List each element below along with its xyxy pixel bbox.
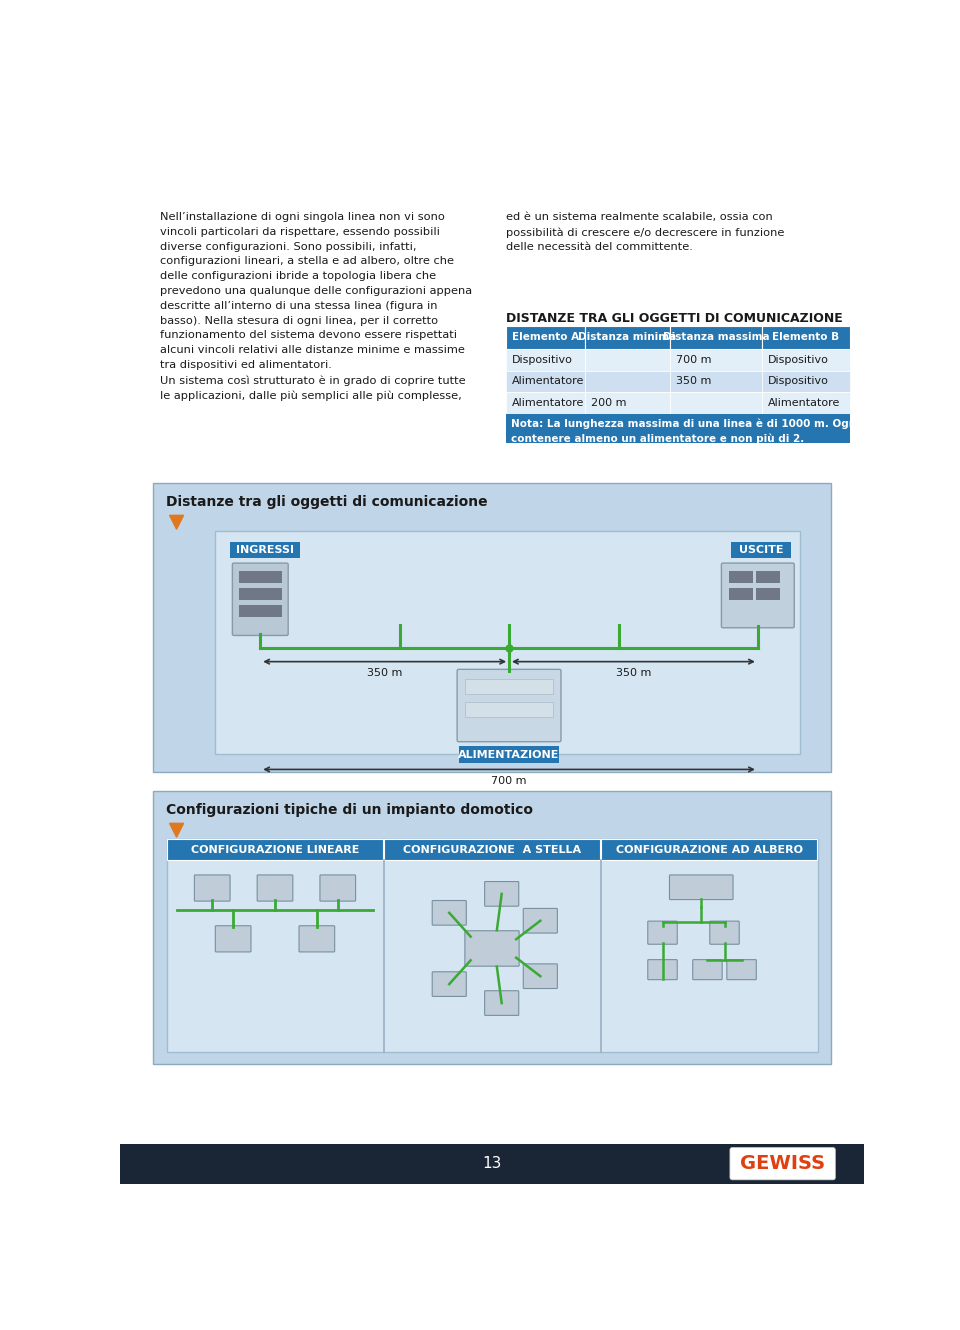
FancyBboxPatch shape: [523, 964, 558, 988]
Polygon shape: [170, 823, 183, 837]
Text: Nota: La lunghezza massima di una linea è di 1000 m. Ogni linea deve
contenere a: Nota: La lunghezza massima di una linea …: [512, 419, 924, 444]
Text: Distanze tra gli oggetti di comunicazione: Distanze tra gli oggetti di comunicazion…: [166, 495, 488, 508]
FancyBboxPatch shape: [601, 839, 817, 861]
FancyBboxPatch shape: [232, 563, 288, 636]
FancyBboxPatch shape: [669, 875, 733, 899]
FancyBboxPatch shape: [167, 839, 383, 861]
FancyBboxPatch shape: [730, 571, 754, 583]
Text: 200 m: 200 m: [591, 398, 627, 408]
Text: 350 m: 350 m: [615, 668, 651, 678]
Text: CONFIGURAZIONE AD ALBERO: CONFIGURAZIONE AD ALBERO: [615, 845, 803, 854]
FancyBboxPatch shape: [194, 875, 230, 902]
FancyBboxPatch shape: [320, 875, 355, 902]
Text: 13: 13: [482, 1156, 502, 1172]
FancyBboxPatch shape: [214, 531, 801, 754]
FancyBboxPatch shape: [485, 882, 518, 906]
FancyBboxPatch shape: [257, 875, 293, 902]
Text: Elemento A: Elemento A: [512, 332, 579, 342]
FancyBboxPatch shape: [761, 326, 850, 348]
FancyBboxPatch shape: [506, 414, 850, 443]
FancyBboxPatch shape: [585, 326, 670, 348]
FancyBboxPatch shape: [384, 839, 600, 861]
FancyBboxPatch shape: [457, 669, 561, 742]
FancyBboxPatch shape: [648, 922, 677, 944]
FancyBboxPatch shape: [153, 791, 831, 1064]
Text: 700 m: 700 m: [492, 775, 527, 786]
FancyBboxPatch shape: [166, 839, 818, 1052]
FancyBboxPatch shape: [120, 1144, 864, 1184]
Text: Alimentatore: Alimentatore: [512, 398, 585, 408]
FancyBboxPatch shape: [153, 483, 831, 771]
FancyBboxPatch shape: [459, 746, 560, 763]
Text: ALIMENTAZIONE: ALIMENTAZIONE: [458, 750, 560, 759]
Text: 350 m: 350 m: [677, 376, 711, 386]
FancyBboxPatch shape: [731, 541, 791, 559]
Text: INGRESSI: INGRESSI: [236, 545, 294, 555]
FancyBboxPatch shape: [727, 960, 756, 980]
FancyBboxPatch shape: [215, 926, 251, 952]
FancyBboxPatch shape: [239, 605, 282, 617]
Polygon shape: [170, 515, 183, 529]
Text: Elemento B: Elemento B: [772, 332, 839, 342]
Text: Distanza massima: Distanza massima: [662, 332, 769, 342]
FancyBboxPatch shape: [670, 371, 761, 392]
FancyBboxPatch shape: [709, 922, 739, 944]
Text: Dispositivo: Dispositivo: [768, 355, 828, 364]
FancyBboxPatch shape: [506, 348, 585, 371]
FancyBboxPatch shape: [523, 908, 558, 934]
FancyBboxPatch shape: [648, 960, 677, 980]
FancyBboxPatch shape: [670, 392, 761, 414]
FancyBboxPatch shape: [239, 571, 282, 583]
FancyBboxPatch shape: [432, 900, 467, 926]
FancyBboxPatch shape: [756, 588, 780, 600]
FancyBboxPatch shape: [485, 991, 518, 1015]
Text: Alimentatore: Alimentatore: [768, 398, 840, 408]
FancyBboxPatch shape: [730, 588, 754, 600]
FancyBboxPatch shape: [670, 326, 761, 348]
FancyBboxPatch shape: [506, 326, 585, 348]
Text: GEWISS: GEWISS: [740, 1154, 826, 1173]
FancyBboxPatch shape: [693, 960, 722, 980]
Text: USCITE: USCITE: [738, 545, 783, 555]
FancyBboxPatch shape: [670, 348, 761, 371]
Text: Configurazioni tipiche di un impianto domotico: Configurazioni tipiche di un impianto do…: [166, 802, 534, 817]
FancyBboxPatch shape: [465, 678, 553, 694]
FancyBboxPatch shape: [465, 702, 553, 717]
FancyBboxPatch shape: [239, 588, 282, 600]
FancyBboxPatch shape: [230, 541, 300, 559]
Text: Dispositivo: Dispositivo: [768, 376, 828, 386]
Text: CONFIGURAZIONE LINEARE: CONFIGURAZIONE LINEARE: [191, 845, 359, 854]
FancyBboxPatch shape: [730, 1148, 835, 1180]
FancyBboxPatch shape: [585, 371, 670, 392]
Text: 700 m: 700 m: [677, 355, 712, 364]
Text: Alimentatore: Alimentatore: [512, 376, 585, 386]
FancyBboxPatch shape: [465, 931, 519, 966]
FancyBboxPatch shape: [299, 926, 335, 952]
FancyBboxPatch shape: [506, 371, 585, 392]
Text: DISTANZE TRA GLI OGGETTI DI COMUNICAZIONE: DISTANZE TRA GLI OGGETTI DI COMUNICAZION…: [506, 313, 843, 325]
Text: CONFIGURAZIONE  A STELLA: CONFIGURAZIONE A STELLA: [403, 845, 581, 854]
Text: 350 m: 350 m: [367, 668, 402, 678]
FancyBboxPatch shape: [506, 392, 585, 414]
Text: ed è un sistema realmente scalabile, ossia con
possibilità di crescere e/o decre: ed è un sistema realmente scalabile, oss…: [506, 211, 784, 253]
FancyBboxPatch shape: [432, 972, 467, 996]
FancyBboxPatch shape: [761, 348, 850, 371]
FancyBboxPatch shape: [585, 348, 670, 371]
FancyBboxPatch shape: [585, 392, 670, 414]
Text: Dispositivo: Dispositivo: [512, 355, 573, 364]
Text: Distanza minima: Distanza minima: [579, 332, 677, 342]
FancyBboxPatch shape: [761, 392, 850, 414]
FancyBboxPatch shape: [761, 371, 850, 392]
Text: Nell’installazione di ogni singola linea non vi sono
vincoli particolari da risp: Nell’installazione di ogni singola linea…: [160, 211, 472, 402]
FancyBboxPatch shape: [756, 571, 780, 583]
FancyBboxPatch shape: [721, 563, 794, 628]
